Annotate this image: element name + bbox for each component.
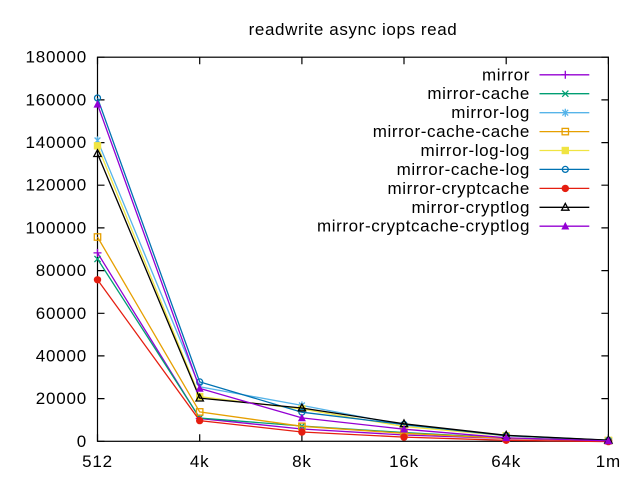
svg-text:64k: 64k	[491, 452, 521, 471]
svg-text:160000: 160000	[25, 90, 87, 109]
svg-text:180000: 180000	[25, 48, 87, 67]
svg-text:100000: 100000	[25, 218, 87, 237]
svg-text:140000: 140000	[25, 133, 87, 152]
svg-text:mirror-cache-log: mirror-cache-log	[397, 160, 530, 179]
svg-text:mirror: mirror	[482, 65, 530, 84]
svg-text:1m: 1m	[596, 452, 621, 471]
svg-text:0: 0	[77, 432, 87, 451]
svg-text:60000: 60000	[36, 304, 87, 323]
svg-text:512: 512	[82, 452, 113, 471]
svg-text:readwrite async iops read: readwrite async iops read	[249, 20, 458, 39]
svg-text:8k: 8k	[292, 452, 312, 471]
svg-text:80000: 80000	[36, 261, 87, 280]
svg-text:20000: 20000	[36, 389, 87, 408]
svg-text:mirror-cache-cache: mirror-cache-cache	[373, 122, 530, 141]
svg-text:40000: 40000	[36, 346, 87, 365]
svg-text:mirror-cryptcache-cryptlog: mirror-cryptcache-cryptlog	[317, 217, 530, 236]
svg-text:16k: 16k	[389, 452, 419, 471]
svg-text:mirror-cryptcache: mirror-cryptcache	[388, 179, 530, 198]
svg-text:120000: 120000	[25, 176, 87, 195]
svg-text:mirror-cryptlog: mirror-cryptlog	[411, 198, 530, 217]
svg-text:mirror-log: mirror-log	[451, 103, 530, 122]
svg-text:mirror-log-log: mirror-log-log	[421, 141, 530, 160]
svg-text:mirror-cache: mirror-cache	[427, 84, 530, 103]
svg-text:4k: 4k	[190, 452, 210, 471]
